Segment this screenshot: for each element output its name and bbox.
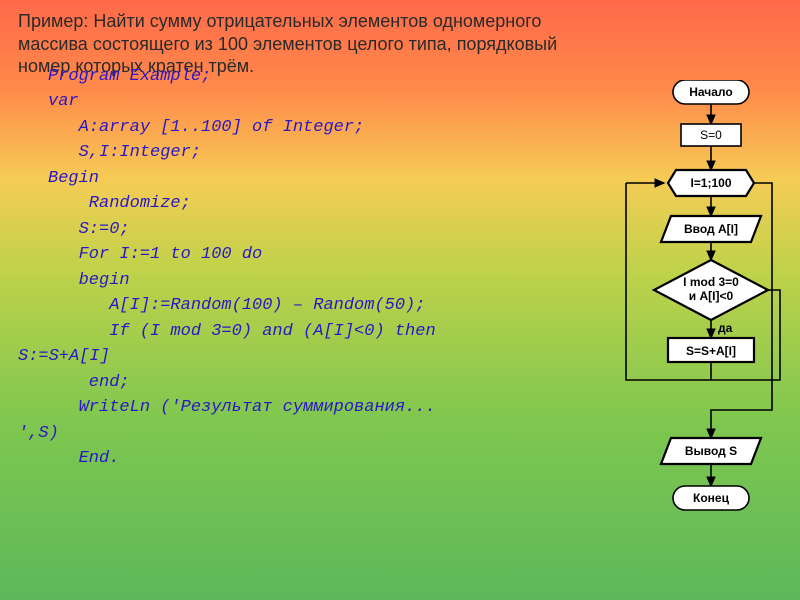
code-line: End.: [48, 449, 119, 468]
label-loop: I=1;100: [690, 176, 731, 190]
code-line: ',S): [18, 424, 59, 443]
label-yes: да: [718, 321, 733, 335]
code-line: S,I:Integer;: [48, 143, 201, 162]
code-line: For I:=1 to 100 do: [48, 245, 262, 264]
code-line: S:=0;: [48, 220, 130, 239]
code-line: Program Example;: [48, 67, 211, 86]
code-line: A[I]:=Random(100) – Random(50);: [48, 296, 425, 315]
label-decision-2: и A[I]<0: [689, 289, 734, 303]
code-line: A:array [1..100] of Integer;: [48, 118, 364, 137]
label-end: Конец: [693, 491, 730, 505]
label-sum: S=S+A[I]: [686, 344, 736, 358]
label-decision-1: I mod 3=0: [683, 275, 739, 289]
code-line: S:=S+A[I]: [18, 347, 110, 366]
flowchart: Начало S=0 I=1;100 Ввод A[I] I mod 3=0 и…: [576, 80, 786, 580]
code-line: If (I mod 3=0) and (A[I]<0) then: [48, 322, 436, 341]
label-start: Начало: [689, 85, 732, 99]
label-init: S=0: [700, 128, 722, 142]
code-line: WriteLn ('Результат суммирования...: [48, 398, 436, 417]
code-line: var: [48, 92, 79, 111]
code-line: Randomize;: [48, 194, 191, 213]
slide-content: Пример: Найти сумму отрицательных элемен…: [0, 0, 800, 600]
code-line: begin: [48, 271, 130, 290]
code-line: Begin: [48, 169, 99, 188]
label-output: Вывод S: [685, 444, 737, 458]
code-line: end;: [48, 373, 130, 392]
label-input: Ввод A[I]: [684, 222, 738, 236]
